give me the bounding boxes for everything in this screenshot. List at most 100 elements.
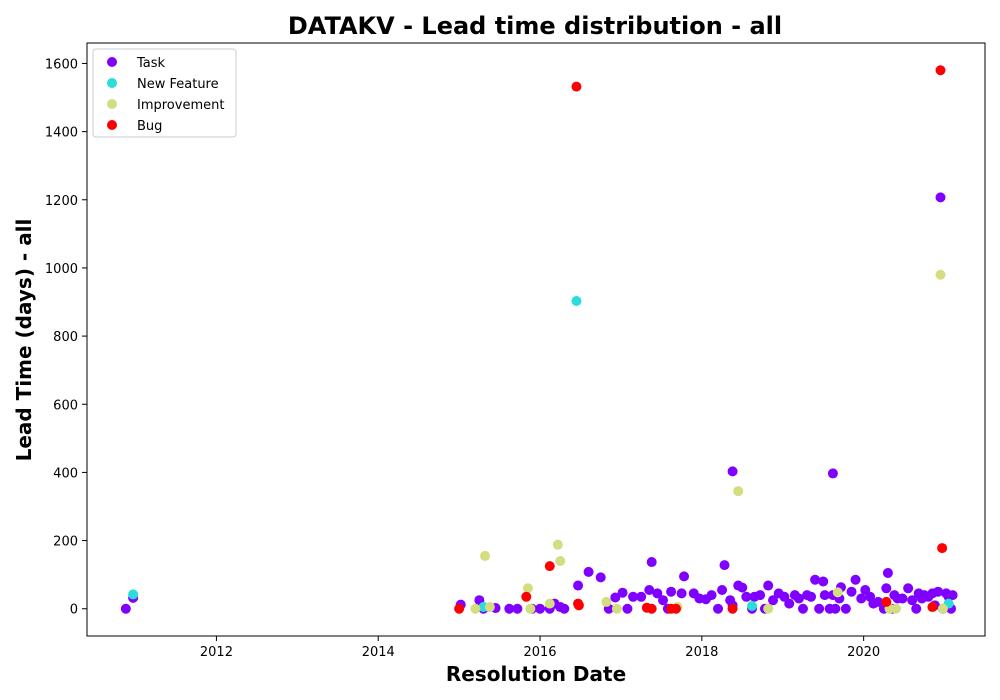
task-point <box>713 603 724 614</box>
bug-point <box>927 602 938 613</box>
x-tick-label: 2018 <box>685 645 718 660</box>
improvement-point <box>522 583 533 594</box>
task-point <box>535 603 546 614</box>
legend-label-task: Task <box>136 56 166 71</box>
task-point <box>814 603 825 614</box>
bug-point <box>544 561 555 572</box>
y-tick-label: 1200 <box>45 194 78 209</box>
task-point <box>644 584 655 595</box>
improvement-point <box>525 603 536 614</box>
bug-point <box>573 600 584 611</box>
task-point <box>907 595 918 606</box>
task-point <box>806 591 817 602</box>
task-point <box>933 586 944 597</box>
y-tick-label: 1600 <box>45 57 78 72</box>
new-feature-point <box>571 295 582 306</box>
y-axis-label: Lead Time (days) - all <box>12 219 36 462</box>
task-point <box>935 192 946 203</box>
task-point <box>784 598 795 609</box>
task-point <box>512 603 523 614</box>
improvement-point <box>935 269 946 280</box>
y-tick-label: 200 <box>53 535 78 550</box>
improvement-point <box>555 556 566 567</box>
legend: Task New Feature Improvement Bug <box>92 48 237 138</box>
task-point <box>755 590 766 601</box>
task-point <box>719 560 730 571</box>
y-tick-label: 1000 <box>45 262 78 277</box>
y-tick-label: 400 <box>53 466 78 481</box>
task-point <box>797 603 808 614</box>
task-point <box>768 595 779 606</box>
y-tick-label: 0 <box>70 603 78 618</box>
legend-marker-improvement <box>107 99 117 109</box>
improvement-point <box>763 603 774 614</box>
task-point <box>741 591 752 602</box>
improvement-point <box>611 603 622 614</box>
y-tick-label: 1400 <box>45 126 78 141</box>
data-points <box>120 65 958 614</box>
task-point <box>850 574 861 585</box>
task-point <box>737 582 748 593</box>
improvement-point <box>552 539 563 550</box>
task-point <box>610 592 621 603</box>
task-point <box>882 567 893 578</box>
legend-marker-new-feature <box>107 78 117 88</box>
task-point <box>679 571 690 582</box>
task-point <box>658 595 669 606</box>
x-tick-label: 2016 <box>523 645 556 660</box>
x-axis: 2012 2014 2016 2018 2020 <box>200 636 880 660</box>
bug-point <box>454 603 465 614</box>
task-point <box>622 603 633 614</box>
bug-point <box>727 603 738 614</box>
improvement-point <box>544 598 555 609</box>
task-point <box>763 580 774 591</box>
task-point <box>573 580 584 591</box>
task-point <box>617 587 628 598</box>
plot-frame <box>86 42 986 637</box>
improvement-point <box>891 603 902 614</box>
legend-label-improvement: Improvement <box>137 98 224 113</box>
task-point <box>706 590 717 601</box>
x-tick-label: 2020 <box>847 645 880 660</box>
bug-point <box>881 596 892 607</box>
task-point <box>676 588 687 599</box>
task-point <box>947 590 958 601</box>
bug-point <box>935 65 946 76</box>
legend-label-bug: Bug <box>137 119 162 134</box>
x-axis-label: Resolution Date <box>446 662 626 686</box>
improvement-point <box>484 602 495 613</box>
task-point <box>595 572 606 583</box>
bug-point <box>646 603 657 614</box>
task-point <box>840 603 851 614</box>
task-point <box>628 591 639 602</box>
task-point <box>727 466 738 477</box>
task-point <box>827 468 838 479</box>
task-point <box>818 576 829 587</box>
task-point <box>504 603 515 614</box>
improvement-point <box>470 603 481 614</box>
bug-point <box>571 81 582 92</box>
legend-marker-task <box>107 57 117 67</box>
legend-marker-bug <box>107 120 117 130</box>
improvement-point <box>832 587 843 598</box>
new-feature-point <box>128 589 139 600</box>
task-point <box>652 588 663 599</box>
task-point <box>856 593 867 604</box>
task-point <box>559 603 570 614</box>
task-point <box>897 593 908 604</box>
task-point <box>646 557 657 568</box>
task-point <box>903 583 914 594</box>
x-tick-label: 2014 <box>362 645 395 660</box>
task-point <box>810 574 821 585</box>
new-feature-point <box>747 601 758 612</box>
task-point <box>881 583 892 594</box>
task-point <box>120 603 131 614</box>
improvement-point <box>733 486 744 497</box>
task-point <box>793 593 804 604</box>
legend-box <box>92 48 237 138</box>
legend-label-new-feature: New Feature <box>137 77 219 92</box>
task-point <box>819 590 830 601</box>
task-point <box>846 586 857 597</box>
task-point <box>717 584 728 595</box>
